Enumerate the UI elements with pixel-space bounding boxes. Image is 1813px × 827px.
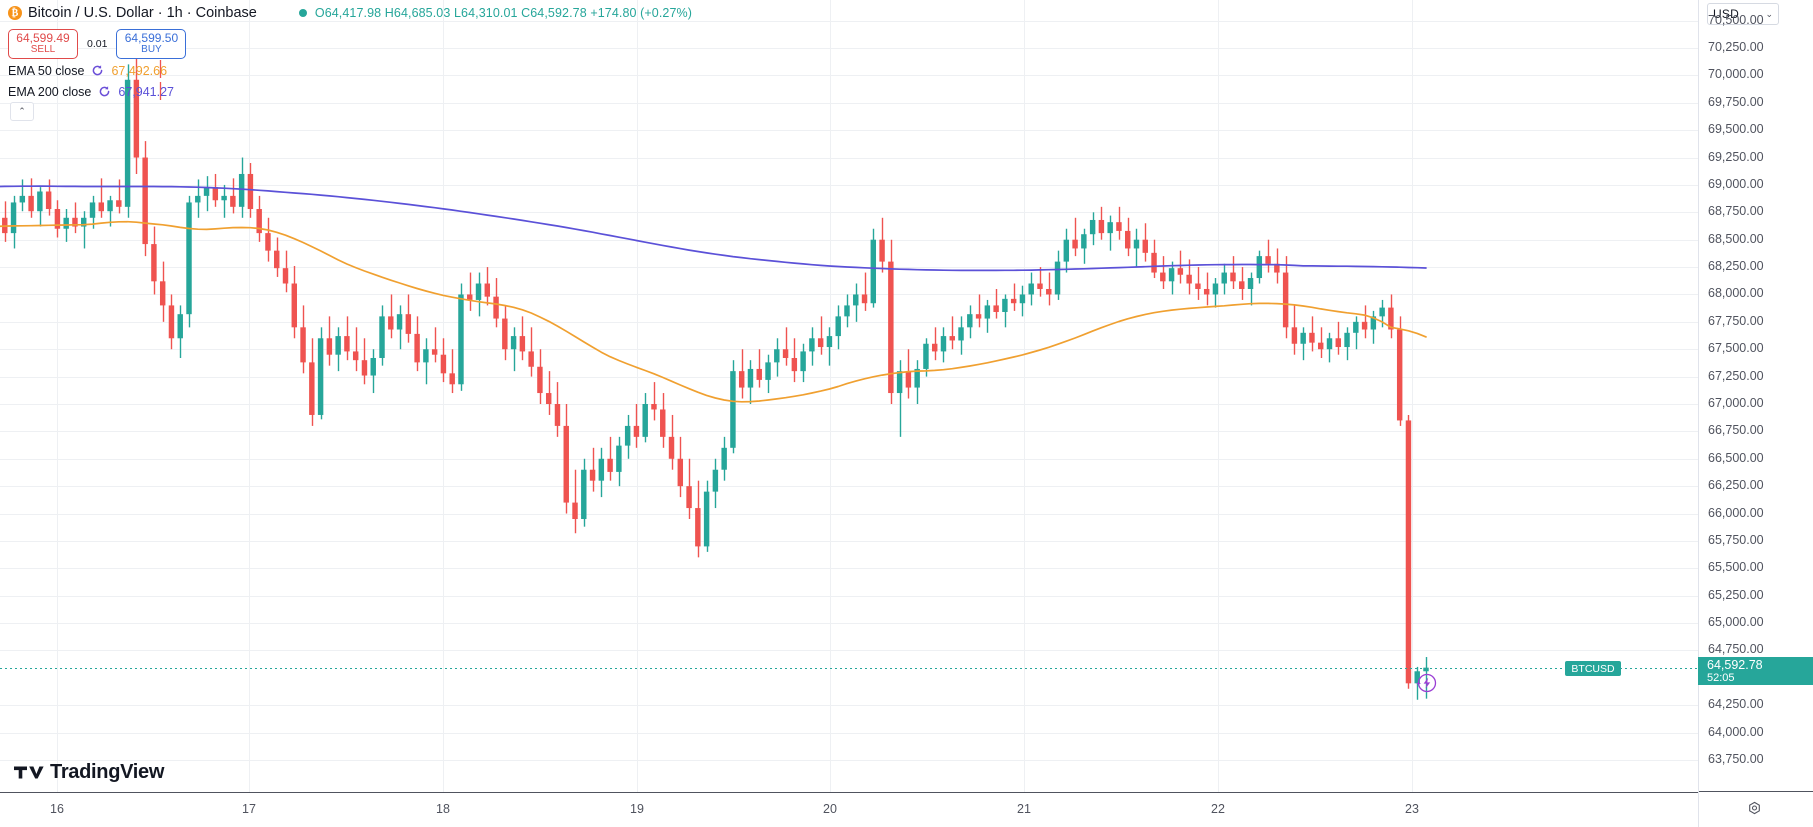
candlestick-chart: BTCUSD xyxy=(0,0,1698,792)
indicator-ema-200-value: 67,941.27 xyxy=(118,84,174,99)
price-axis-tick: 67,000.00 xyxy=(1708,396,1764,410)
time-axis-tick: 20 xyxy=(823,802,837,816)
price-axis-tick: 70,500.00 xyxy=(1708,12,1764,27)
chart-legend: ₿ Bitcoin / U.S. Dollar · 1h · Coinbase … xyxy=(8,3,692,101)
buy-button[interactable]: 64,599.50 BUY xyxy=(116,29,187,59)
sell-label: SELL xyxy=(30,44,56,56)
symbol-title[interactable]: Bitcoin / U.S. Dollar · 1h · Coinbase xyxy=(28,5,257,21)
price-axis-tick: 69,000.00 xyxy=(1708,176,1764,191)
buy-label: BUY xyxy=(141,44,162,56)
price-axis-tick: 65,750.00 xyxy=(1708,532,1764,547)
currency-selector[interactable]: USD ⌄ xyxy=(1707,3,1779,25)
svg-text:BTCUSD: BTCUSD xyxy=(1571,663,1615,675)
price-axis-tick: 67,750.00 xyxy=(1708,313,1764,328)
price-axis-tick: 67,250.00 xyxy=(1708,368,1764,383)
price-axis-tick: 67,500.00 xyxy=(1708,341,1764,356)
bar-countdown: 52:05 xyxy=(1707,671,1735,684)
price-axis-tick: 68,000.00 xyxy=(1708,286,1764,301)
axis-divider xyxy=(1699,791,1813,792)
quantity-input[interactable]: 0.01 xyxy=(87,38,108,50)
price-axis-tick: 65,000.00 xyxy=(1708,615,1764,630)
price-axis-tick: 64,250.00 xyxy=(1708,697,1764,712)
chevron-up-icon: ⌃ xyxy=(18,106,26,116)
price-axis-tick: 64,000.00 xyxy=(1708,724,1764,739)
currency-label: USD xyxy=(1713,7,1739,21)
price-axis-tick: 65,250.00 xyxy=(1708,587,1764,602)
price-axis-tick: 66,500.00 xyxy=(1708,450,1764,465)
price-axis-tick: 66,250.00 xyxy=(1708,478,1764,493)
price-axis-tick: 64,750.00 xyxy=(1708,642,1764,657)
price-axis-tick: 66,750.00 xyxy=(1708,423,1764,438)
sell-button[interactable]: 64,599.49 SELL xyxy=(8,29,78,59)
time-axis-tick: 18 xyxy=(436,802,450,816)
price-axis-tick: 65,500.00 xyxy=(1708,560,1764,575)
price-axis-tick: 66,000.00 xyxy=(1708,505,1764,520)
sell-price: 64,599.49 xyxy=(16,31,70,46)
current-price-value: 64,592.78 xyxy=(1707,657,1763,672)
time-axis-tick: 23 xyxy=(1405,802,1419,816)
time-axis[interactable]: 16 17 18 19 20 21 22 23 xyxy=(0,792,1698,827)
collapse-legend-button[interactable]: ⌃ xyxy=(10,102,34,121)
price-axis-tick: 69,750.00 xyxy=(1708,94,1764,109)
indicator-ema-200-label: EMA 200 close xyxy=(8,84,92,99)
time-axis-tick: 19 xyxy=(630,802,644,816)
tradingview-logo-text: TradingView xyxy=(50,761,165,783)
price-axis-tick: 63,750.00 xyxy=(1708,752,1764,766)
indicator-ema-50[interactable]: EMA 50 close 67,492.66 xyxy=(8,61,692,80)
indicator-ema-50-label: EMA 50 close xyxy=(8,63,85,78)
chart-canvas[interactable]: BTCUSD xyxy=(0,0,1698,792)
price-axis-tick: 69,500.00 xyxy=(1708,122,1764,137)
symbol-row[interactable]: ₿ Bitcoin / U.S. Dollar · 1h · Coinbase … xyxy=(8,3,692,23)
gear-icon[interactable] xyxy=(1744,799,1764,819)
bitcoin-logo-icon: ₿ xyxy=(8,6,22,20)
price-axis-tick: 68,750.00 xyxy=(1708,204,1764,219)
price-axis-tick: 70,000.00 xyxy=(1708,67,1764,82)
price-axis-tick: 69,250.00 xyxy=(1708,149,1764,164)
time-axis-tick: 17 xyxy=(242,802,256,816)
indicator-ema-50-value: 67,492.66 xyxy=(111,63,168,78)
price-axis-tick: 68,500.00 xyxy=(1708,231,1764,246)
ohlc-values: O64,417.98 H64,685.03 L64,310.01 C64,592… xyxy=(314,6,693,20)
tradingview-logo: TradingView xyxy=(14,761,164,784)
chevron-down-icon: ⌄ xyxy=(1765,8,1773,19)
indicator-ema-200[interactable]: EMA 200 close 67,941.27 xyxy=(8,82,692,101)
status-dot-icon xyxy=(298,9,307,17)
refresh-icon[interactable] xyxy=(98,85,111,98)
current-price-tag[interactable]: 64,592.78 52:05 xyxy=(1698,656,1813,685)
refresh-icon[interactable] xyxy=(91,64,104,77)
trade-panel: 64,599.49 SELL 0.01 64,599.50 BUY xyxy=(8,29,692,59)
price-axis-tick: 70,250.00 xyxy=(1708,40,1764,54)
time-axis-tick: 16 xyxy=(50,802,64,816)
price-axis-tick: 68,250.00 xyxy=(1708,259,1764,274)
time-axis-tick: 21 xyxy=(1017,802,1031,816)
time-axis-tick: 22 xyxy=(1211,802,1225,816)
lightning-bolt-icon[interactable] xyxy=(1415,672,1437,694)
buy-price: 64,599.50 xyxy=(124,31,179,46)
price-axis[interactable]: USD ⌄ 70,500.00 70,250.00 70,000.00 69,750.… xyxy=(1698,0,1813,827)
